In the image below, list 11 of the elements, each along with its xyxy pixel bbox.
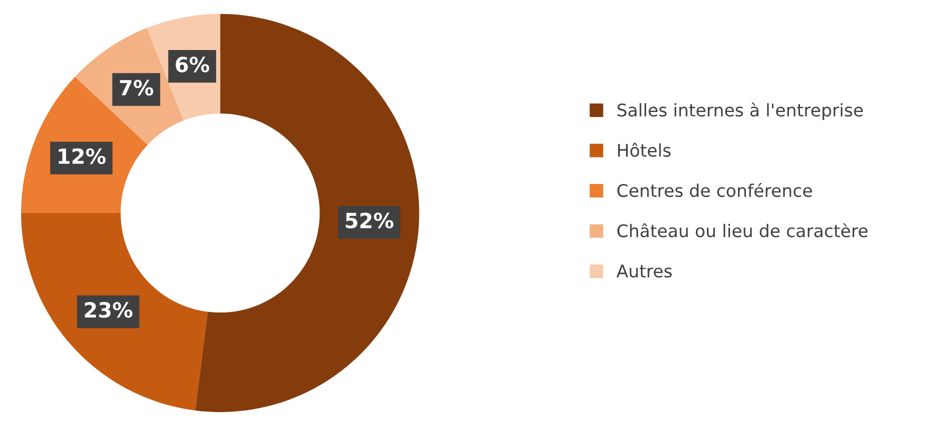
data-label: 52%	[346, 212, 394, 228]
legend-label: Autres	[616, 264, 672, 278]
data-label: 6%	[176, 56, 210, 72]
data-label: 12%	[58, 148, 106, 164]
data-label: 7%	[120, 80, 154, 96]
data-label: 23%	[84, 302, 132, 318]
legend-label: Château ou lieu de caractère	[617, 223, 868, 238]
donut-slice	[21, 213, 208, 410]
legend-label: Hôtels	[618, 142, 671, 157]
legend-label: Centres de conférence	[617, 182, 812, 198]
legend-label: Salles internes à l'entreprise	[618, 102, 863, 120]
